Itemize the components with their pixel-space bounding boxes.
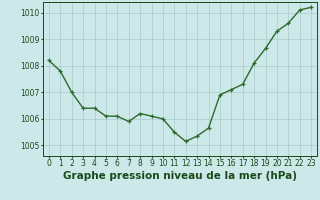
X-axis label: Graphe pression niveau de la mer (hPa): Graphe pression niveau de la mer (hPa): [63, 171, 297, 181]
